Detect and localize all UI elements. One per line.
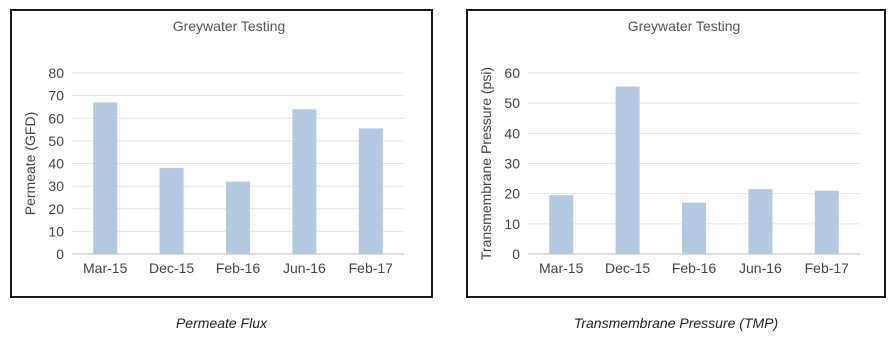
bar-feb-16 (682, 202, 706, 254)
y-tick-label: 60 (48, 110, 64, 126)
x-tick-label: Mar-15 (539, 260, 584, 276)
bar-feb-17 (814, 190, 839, 254)
bar-jun-16 (292, 109, 317, 254)
y-tick-label: 40 (48, 156, 64, 172)
x-tick-label: Dec-15 (605, 260, 650, 276)
bar-mar-15 (93, 102, 118, 254)
bar-feb-17 (358, 128, 383, 254)
tmp-chart-svg: Greywater Testing 0 10 20 30 40 50 60 Transmembr… (478, 18, 860, 276)
x-tick-label: Mar-15 (83, 260, 128, 276)
y-tick-label: 70 (48, 88, 64, 104)
x-tick-label: Feb-16 (216, 260, 261, 276)
y-tick-label: 10 (48, 223, 64, 239)
tmp-chart: Greywater Testing 0 10 20 30 40 50 60 Transmembr… (466, 9, 886, 298)
y-tick-label: 30 (48, 178, 64, 194)
chart-title: Greywater Testing (173, 18, 286, 34)
y-tick-label: 0 (512, 246, 520, 262)
y-tick-label: 80 (48, 65, 64, 81)
bar-dec-15 (615, 86, 640, 254)
permeate-flux-chart-svg: Greywater Testing 0 10 20 30 40 50 60 70 80 Permea… (22, 18, 404, 276)
y-tick-label: 50 (48, 133, 64, 149)
x-tick-label: Feb-17 (805, 260, 850, 276)
y-tick-label: 40 (504, 125, 520, 141)
y-tick-label: 60 (504, 65, 520, 81)
y-tick-label: 50 (504, 95, 520, 111)
bar-mar-15 (549, 195, 574, 254)
y-tick-label: 30 (504, 156, 520, 172)
permeate-flux-chart: Greywater Testing 0 10 20 30 40 50 60 70 80 Permea… (10, 9, 433, 298)
y-axis-title: Permeate (GFD) (22, 112, 38, 215)
chart-caption-tmp: Transmembrane Pressure (TMP) (573, 315, 779, 331)
bar-jun-16 (748, 189, 773, 254)
chart-caption-permeate-flux: Permeate Flux (175, 315, 268, 331)
y-tick-label: 20 (504, 186, 520, 202)
x-tick-label: Jun-16 (739, 260, 782, 276)
y-axis-title: Transmembrane Pressure (psi) (478, 67, 494, 260)
x-tick-label: Dec-15 (149, 260, 194, 276)
bar-dec-15 (159, 168, 184, 254)
x-tick-label: Feb-17 (349, 260, 394, 276)
y-tick-label: 0 (56, 246, 64, 262)
bar-feb-16 (226, 181, 250, 254)
y-tick-label: 20 (48, 201, 64, 217)
y-tick-label: 10 (504, 216, 520, 232)
x-tick-label: Feb-16 (672, 260, 717, 276)
chart-title: Greywater Testing (628, 18, 741, 34)
x-tick-label: Jun-16 (283, 260, 326, 276)
